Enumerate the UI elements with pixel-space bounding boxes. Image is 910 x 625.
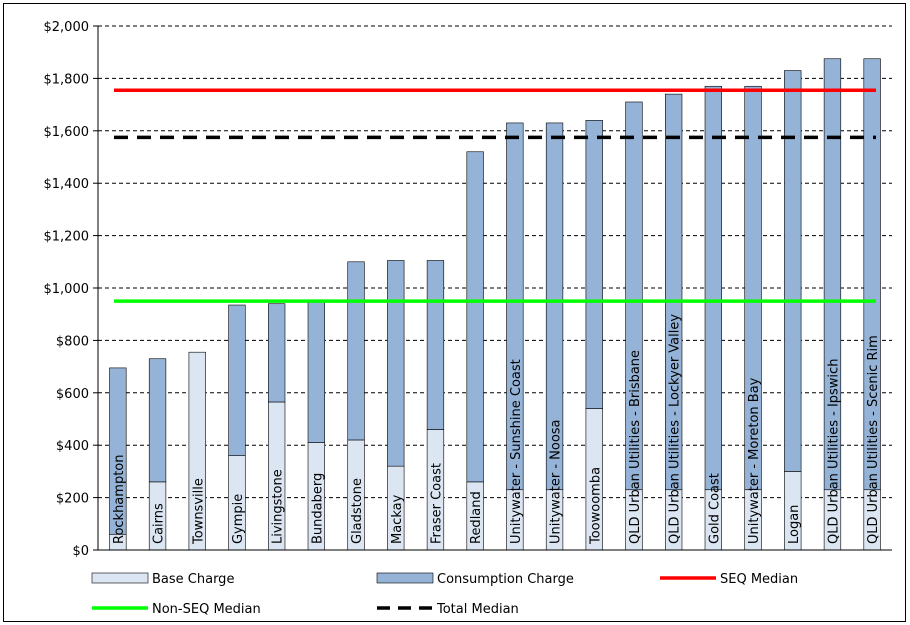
legend-label: Base Charge [152,572,234,587]
bar-consumption-charge [506,122,524,491]
category-label: Townsville [191,478,206,545]
grid-lines [98,25,892,499]
category-label: Redland [469,491,484,544]
bar-consumption-charge [665,93,683,491]
y-tick-label: $200 [56,492,89,507]
category-label: Fraser Coast [429,463,444,544]
category-label: Livingstone [271,469,286,544]
y-tick-label: $800 [56,334,89,349]
legend-label: SEQ Median [720,572,798,587]
axes: $0 $200 $400 $600 $800 $1,000 $1,200 $1,400 $1,6… [44,20,892,559]
legend-label: Non-SEQ Median [152,602,261,617]
y-tick-label: $600 [56,387,89,402]
category-label: Unitywater - Moreton Bay [747,377,762,544]
bar-consumption-charge [426,260,445,430]
category-label: QLD Urban Utilities - Brisbane [628,350,643,544]
y-tick-label: $400 [56,439,89,454]
y-tick-label: $1,600 [44,125,90,140]
legend-swatch [91,572,149,584]
y-tick-label: $1,800 [44,72,90,87]
bar-consumption-charge [228,304,246,456]
category-label: Unitywater - Noosa [549,419,564,544]
bar-consumption-charge [585,120,603,409]
bar-consumption-charge [545,122,564,491]
category-label: Gladstone [350,478,365,544]
bar-consumption-charge [704,85,722,491]
bar-consumption-charge [109,367,127,535]
category-label: Gympie [231,494,246,544]
legend-label: Consumption Charge [437,572,574,587]
bar-consumption-charge [307,299,325,443]
bars [109,58,881,551]
y-tick-label: $0 [72,544,89,559]
category-label: QLD Urban Utilities - Ipswich [826,359,841,544]
category-label: Cairns [152,503,167,544]
category-label: Gold Coast [707,473,722,544]
reference-lines [114,88,876,303]
category-label: Toowoomba [588,467,603,545]
legend-swatch [376,572,434,584]
category-label: QLD Urban Utilities - Lockyer Valley [668,314,683,544]
bar-consumption-charge [387,260,405,467]
category-label: Logan [787,505,802,544]
category-label: Bundaberg [310,473,325,544]
bar-consumption-charge [863,58,881,491]
bar-consumption-charge [466,151,484,483]
bar-consumption-charge [744,85,762,491]
legend: Base Charge Consumption Charge SEQ Median N… [91,572,798,617]
bar-consumption-charge [784,70,802,472]
category-labels: Rockhampton Cairns Townsville Gympie Livings… [112,314,881,545]
legend-label: Total Median [436,602,519,617]
y-tick-label: $2,000 [44,20,90,35]
bar-consumption-charge [625,101,643,491]
y-tick-label: $1,400 [44,177,90,192]
category-label: Mackay [390,494,405,544]
category-label: QLD Urban Utilities - Scenic Rim [866,335,881,544]
y-tick-label: $1,000 [44,282,90,297]
category-label: Rockhampton [112,455,127,545]
bar-consumption-charge [268,303,286,403]
bar-consumption-charge [148,358,167,483]
y-tick-label: $1,200 [44,230,90,245]
category-label: Unitywater - Sunshine Coast [509,359,524,544]
bar-consumption-charge [823,58,842,491]
bar-consumption-charge [347,261,365,441]
